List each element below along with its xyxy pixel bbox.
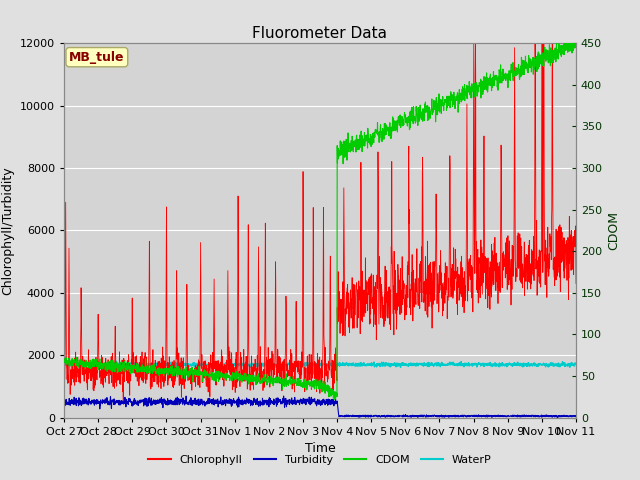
- Legend: Chlorophyll, Turbidity, CDOM, WaterP: Chlorophyll, Turbidity, CDOM, WaterP: [144, 451, 496, 469]
- Title: Fluorometer Data: Fluorometer Data: [253, 25, 387, 41]
- X-axis label: Time: Time: [305, 442, 335, 455]
- Y-axis label: Chlorophyll/Turbidity: Chlorophyll/Turbidity: [1, 166, 14, 295]
- Text: MB_tule: MB_tule: [69, 51, 125, 64]
- Y-axis label: CDOM: CDOM: [607, 211, 621, 250]
